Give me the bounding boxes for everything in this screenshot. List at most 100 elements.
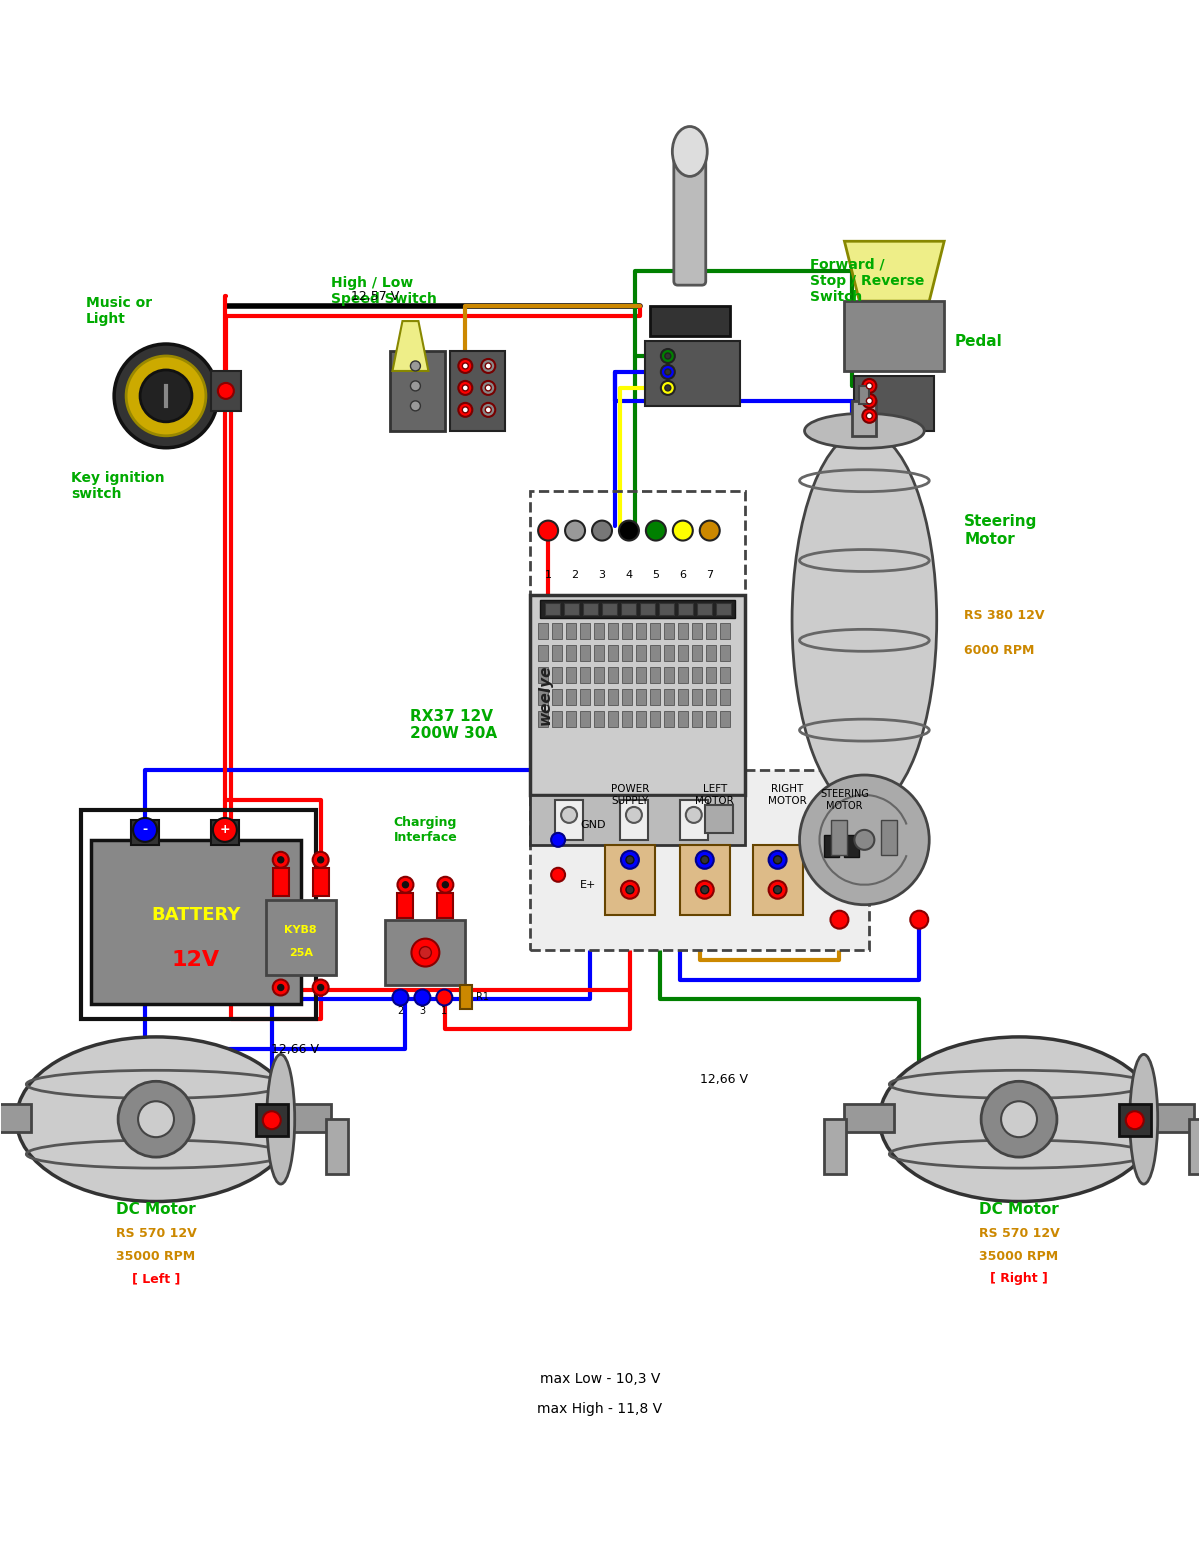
Bar: [82, 810, 316, 1019]
Text: 3: 3: [599, 571, 606, 580]
Circle shape: [118, 1081, 194, 1158]
Bar: [566, 711, 576, 727]
Circle shape: [392, 989, 408, 1006]
Bar: [608, 624, 618, 640]
Bar: [608, 690, 618, 705]
Circle shape: [114, 345, 218, 448]
Text: max Low - 10,3 V: max Low - 10,3 V: [540, 1371, 660, 1385]
Bar: [552, 711, 562, 727]
Bar: [706, 668, 715, 683]
Bar: [530, 796, 745, 846]
Text: 2: 2: [571, 571, 578, 580]
Bar: [636, 624, 646, 640]
Circle shape: [538, 521, 558, 541]
Bar: [845, 835, 859, 856]
Circle shape: [665, 385, 671, 392]
Circle shape: [140, 370, 192, 421]
Circle shape: [774, 856, 781, 864]
Bar: [602, 604, 617, 615]
Bar: [540, 601, 734, 618]
Bar: [706, 711, 715, 727]
Circle shape: [272, 980, 289, 995]
Circle shape: [661, 349, 674, 363]
Bar: [845, 1104, 894, 1133]
Bar: [644, 342, 739, 406]
Bar: [594, 624, 604, 640]
Bar: [211, 371, 241, 410]
Circle shape: [565, 521, 586, 541]
Text: Key ignition
switch: Key ignition switch: [71, 471, 164, 501]
Circle shape: [462, 385, 468, 392]
Bar: [594, 646, 604, 661]
Circle shape: [701, 856, 709, 864]
Text: 35000 RPM: 35000 RPM: [116, 1251, 196, 1264]
Text: Steering
Motor: Steering Motor: [964, 515, 1038, 546]
Bar: [538, 711, 548, 727]
Text: 3: 3: [419, 1006, 426, 1017]
Bar: [566, 646, 576, 661]
FancyBboxPatch shape: [530, 771, 869, 950]
Bar: [552, 690, 562, 705]
Bar: [824, 835, 840, 856]
Text: 25A: 25A: [289, 947, 313, 958]
Circle shape: [626, 807, 642, 824]
Text: 12,66 V: 12,66 V: [271, 1044, 319, 1056]
Bar: [845, 301, 944, 371]
Text: 1: 1: [545, 571, 552, 580]
Bar: [530, 596, 745, 796]
Circle shape: [646, 521, 666, 541]
Bar: [678, 624, 688, 640]
Bar: [594, 711, 604, 727]
Bar: [622, 668, 632, 683]
Circle shape: [854, 830, 875, 850]
Text: Pedal: Pedal: [954, 334, 1002, 348]
Circle shape: [481, 359, 496, 373]
Bar: [580, 646, 590, 661]
Circle shape: [218, 382, 234, 399]
Circle shape: [620, 881, 638, 899]
Circle shape: [410, 401, 420, 410]
Bar: [636, 646, 646, 661]
Circle shape: [863, 393, 876, 407]
Bar: [1144, 1104, 1194, 1133]
Bar: [678, 646, 688, 661]
Circle shape: [277, 984, 283, 991]
Bar: [1118, 1104, 1151, 1136]
Bar: [664, 668, 674, 683]
Circle shape: [701, 886, 709, 894]
Bar: [691, 711, 702, 727]
Text: RS 570 12V: RS 570 12V: [979, 1228, 1060, 1240]
Circle shape: [769, 850, 786, 869]
Bar: [720, 711, 730, 727]
Circle shape: [769, 881, 786, 899]
Circle shape: [313, 852, 329, 867]
Circle shape: [277, 856, 283, 863]
Circle shape: [665, 353, 671, 359]
Bar: [678, 690, 688, 705]
Bar: [556, 800, 583, 839]
Bar: [580, 624, 590, 640]
Bar: [650, 646, 660, 661]
Bar: [450, 351, 505, 431]
Circle shape: [272, 852, 289, 867]
Bar: [852, 401, 876, 435]
Bar: [678, 668, 688, 683]
Bar: [594, 668, 604, 683]
Bar: [265, 900, 336, 975]
Bar: [211, 821, 239, 846]
Text: LEFT
MOTOR: LEFT MOTOR: [695, 785, 734, 807]
Bar: [313, 867, 329, 895]
Bar: [566, 624, 576, 640]
Ellipse shape: [672, 126, 707, 176]
Circle shape: [481, 402, 496, 417]
Text: DC Motor: DC Motor: [979, 1201, 1058, 1217]
Text: 4: 4: [625, 571, 632, 580]
Text: RIGHT
MOTOR: RIGHT MOTOR: [768, 785, 806, 807]
Circle shape: [866, 398, 872, 404]
Bar: [594, 690, 604, 705]
Bar: [385, 920, 466, 984]
Bar: [664, 711, 674, 727]
Text: +: +: [220, 824, 230, 836]
Bar: [605, 846, 655, 914]
Bar: [390, 351, 445, 431]
